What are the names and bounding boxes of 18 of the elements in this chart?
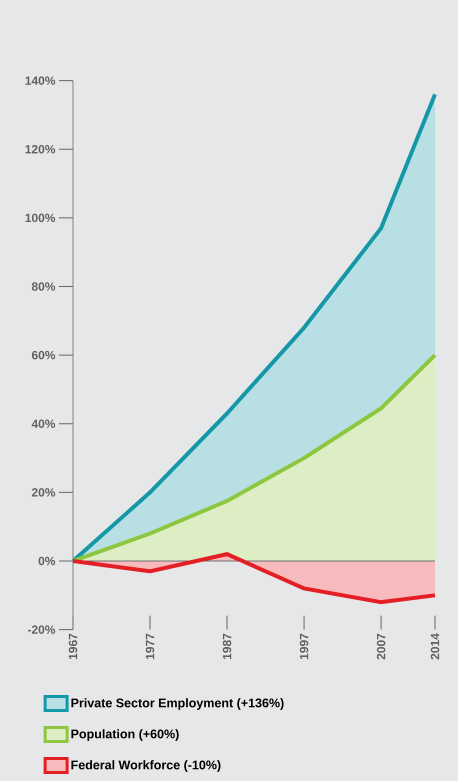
legend-label: Private Sector Employment (+136%) xyxy=(71,698,284,710)
y-tick-label: 140% xyxy=(26,76,56,85)
y-tick-label: 80% xyxy=(32,282,56,291)
y-tick-label: 0% xyxy=(38,556,56,566)
legend-label: Federal Workforce (-10%) xyxy=(71,760,220,772)
x-tick-label: 1997 xyxy=(300,634,308,660)
x-tick-label: 2014 xyxy=(430,633,440,660)
y-tick-label: 100% xyxy=(26,214,56,222)
legend-label: Population (+60%) xyxy=(71,729,179,741)
y-tick-label: 60% xyxy=(32,350,56,360)
y-tick-label: 20% xyxy=(32,488,56,497)
y-tick-label: 120% xyxy=(26,145,56,154)
x-tick-label: 1987 xyxy=(222,634,232,660)
x-tick-label: 2007 xyxy=(376,634,386,660)
x-tick-label: 1977 xyxy=(146,634,154,660)
y-tick-label: 40% xyxy=(32,420,56,428)
x-tick-label: 1967 xyxy=(68,634,78,660)
y-tick-label: -20% xyxy=(28,625,56,634)
